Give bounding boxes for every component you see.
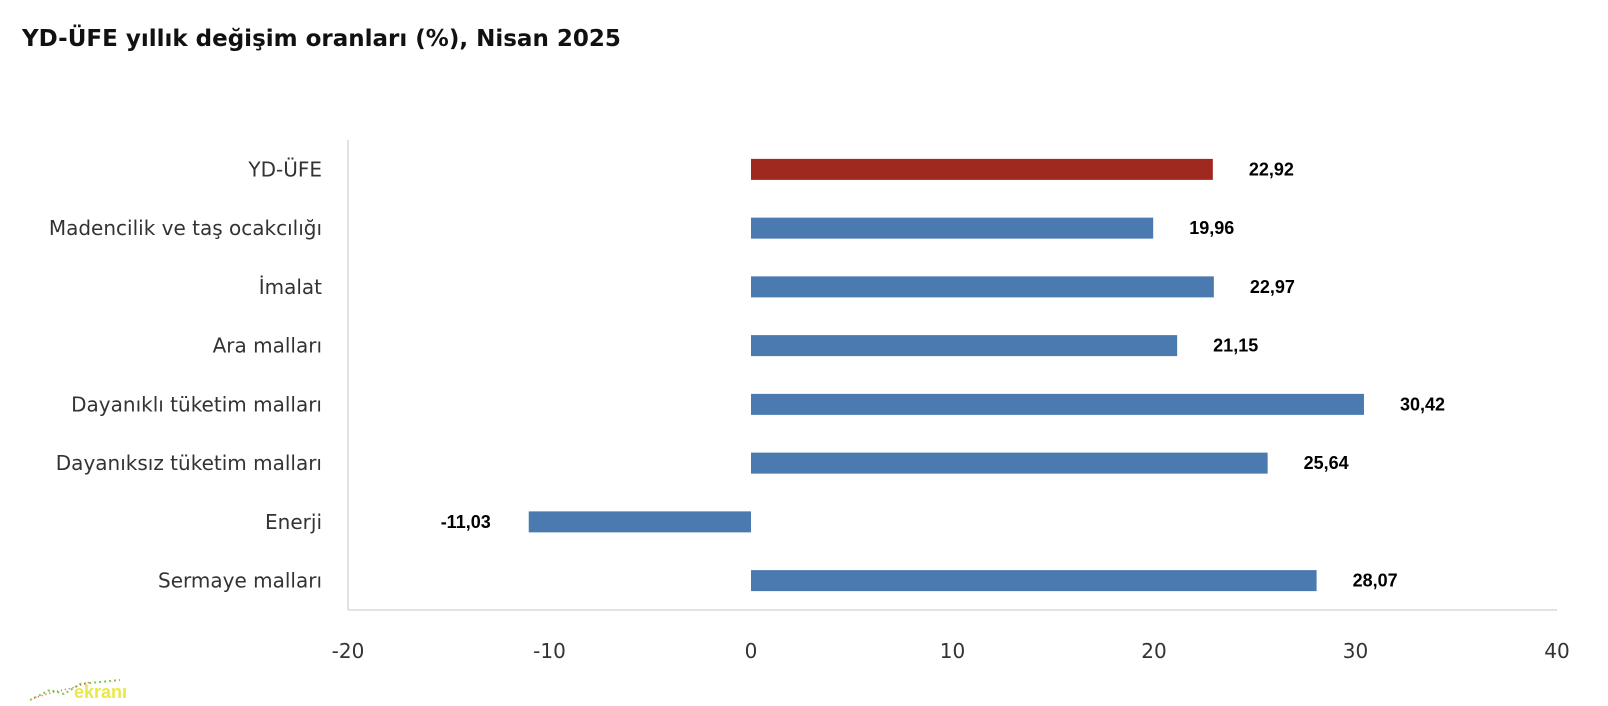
- category-label: YD-ÜFE: [247, 157, 322, 181]
- x-tick-label: 30: [1343, 639, 1368, 663]
- data-label: 21,15: [1213, 336, 1258, 356]
- category-label: Dayanıklı tüketim malları: [71, 392, 322, 416]
- bar-1: [751, 217, 1154, 239]
- chart-title: YD-ÜFE yıllık değişim oranları (%), Nisa…: [22, 26, 621, 52]
- category-label: İmalat: [259, 275, 322, 299]
- x-tick-label: 10: [940, 639, 965, 663]
- x-tick-label: 40: [1544, 639, 1569, 663]
- category-label: Madencilik ve taş ocakcılığı: [49, 216, 322, 240]
- data-label: 22,97: [1250, 277, 1295, 297]
- category-label: Ara malları: [213, 334, 322, 358]
- watermark-logo: ekranı: [29, 679, 127, 702]
- bar-3: [751, 335, 1178, 357]
- data-label: 30,42: [1400, 394, 1445, 414]
- data-label: 19,96: [1189, 218, 1234, 238]
- category-label: Dayanıksız tüketim malları: [56, 451, 322, 475]
- bar-4: [751, 393, 1364, 415]
- bar-6: [528, 511, 751, 533]
- x-tick-label: -10: [533, 639, 566, 663]
- data-label: 22,92: [1249, 159, 1294, 179]
- x-tick-label: 20: [1141, 639, 1166, 663]
- data-label: -11,03: [441, 512, 491, 532]
- x-tick-label: -20: [332, 639, 365, 663]
- category-label: Enerji: [265, 510, 322, 534]
- bar-5: [751, 452, 1268, 474]
- bar-7: [751, 570, 1317, 592]
- watermark-text: ekranı: [74, 682, 127, 702]
- bar-2: [751, 276, 1214, 298]
- data-label: 28,07: [1353, 571, 1398, 591]
- data-label: 25,64: [1304, 453, 1349, 473]
- bar-0: [751, 158, 1213, 180]
- x-tick-label: 0: [745, 639, 758, 663]
- category-label: Sermaye malları: [158, 569, 322, 593]
